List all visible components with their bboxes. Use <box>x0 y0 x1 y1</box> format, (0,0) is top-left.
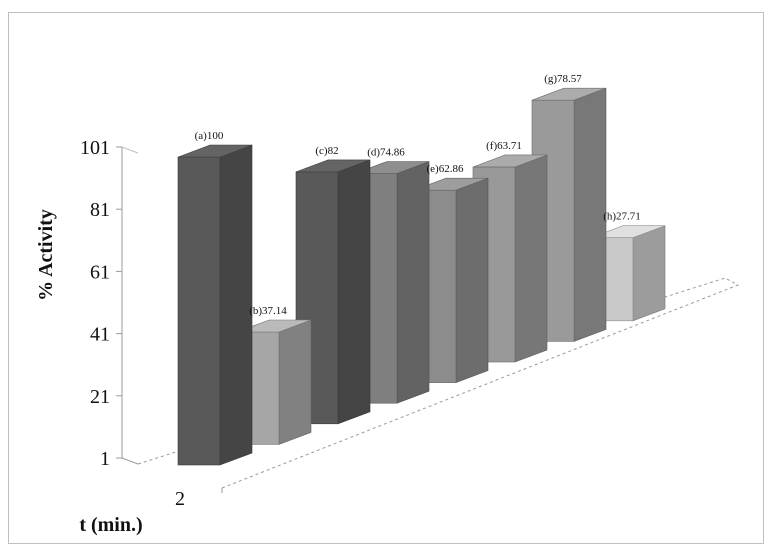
bar-top-face <box>295 159 371 173</box>
bar-data-label: (h)27.71 <box>603 211 641 223</box>
bar-side-face <box>278 319 312 445</box>
x-axis-title: t (min.) <box>79 514 142 536</box>
bar-side-face <box>632 225 666 322</box>
y-tick-label: 41 <box>90 324 110 346</box>
x-tick-label: 2 <box>175 488 185 510</box>
depth-line-top <box>121 146 139 154</box>
bar-data-label: (g)78.57 <box>544 73 582 85</box>
bar-7 <box>531 87 607 342</box>
bar-front-face <box>177 156 221 466</box>
axes: 1 21 41 61 81 101 <box>80 137 740 493</box>
bar-data-label: (d)74.86 <box>367 146 405 158</box>
bars <box>177 87 666 466</box>
bar-top-face <box>531 87 607 101</box>
bar-top-face <box>236 319 312 333</box>
bar-side-face <box>455 177 489 384</box>
bar-top-face <box>590 225 666 239</box>
bar-side-face <box>396 161 430 404</box>
bar-data-label: (e)62.86 <box>427 163 464 175</box>
depth-line-bottom <box>121 457 139 465</box>
bar-top-face <box>472 154 548 168</box>
data-labels: (h)27.71 (g)78.57 (f)63.71 (e)62.86 (d)74.86… <box>195 73 641 317</box>
bar-side-face <box>573 87 607 342</box>
bar-side-face <box>219 144 253 466</box>
bar-top-face <box>354 161 430 174</box>
bar-top-face <box>413 177 489 191</box>
y-tick-label: 81 <box>90 199 110 221</box>
y-tick-label: 101 <box>80 137 110 159</box>
bar-data-label: (a)100 <box>195 130 224 142</box>
bar-data-label: (b)37.14 <box>249 305 287 317</box>
y-tick-label: 21 <box>90 386 110 408</box>
bar-side-face <box>337 159 371 425</box>
y-tick-label: 61 <box>90 261 110 283</box>
y-tick-label: 1 <box>100 448 110 470</box>
bar-side-face <box>514 154 548 363</box>
bar-top-face <box>177 144 253 158</box>
y-axis-title: % Activity <box>35 209 57 301</box>
bar-data-label: (c)82 <box>315 145 338 157</box>
bar-1 <box>177 144 253 466</box>
bar-data-label: (f)63.71 <box>486 140 522 152</box>
